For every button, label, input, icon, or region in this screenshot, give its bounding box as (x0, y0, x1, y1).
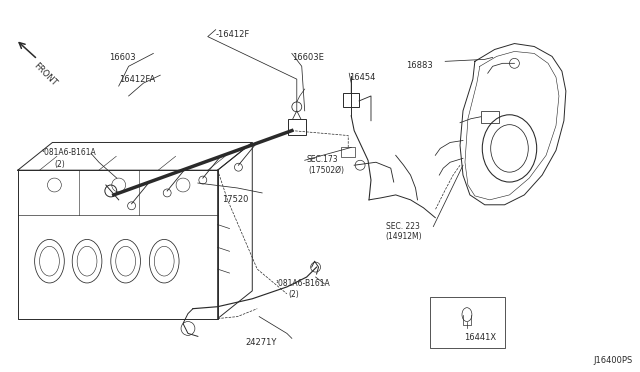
Text: SEC.173: SEC.173 (307, 155, 339, 164)
Text: 16454: 16454 (349, 73, 376, 82)
Text: J16400PS: J16400PS (593, 356, 633, 365)
Text: 16412FA: 16412FA (118, 75, 155, 84)
Text: 24271Y: 24271Y (245, 339, 276, 347)
Bar (288, 119, 306, 135)
Bar (481, 111, 499, 123)
Bar (430, 297, 504, 348)
Text: ¹081A6-B161A: ¹081A6-B161A (275, 279, 330, 288)
Text: ¹081A6-B161A: ¹081A6-B161A (42, 148, 96, 157)
Text: 16603E: 16603E (292, 54, 324, 62)
Text: (2): (2) (288, 290, 299, 299)
Bar (341, 147, 355, 157)
Text: (2): (2) (54, 160, 65, 169)
Text: 16883: 16883 (406, 61, 433, 70)
Text: FRONT: FRONT (31, 61, 58, 88)
Text: -16412F: -16412F (216, 30, 250, 39)
Text: (17502Ø): (17502Ø) (308, 166, 345, 175)
Text: 16603: 16603 (109, 54, 136, 62)
Text: (14912M): (14912M) (386, 232, 422, 241)
Text: 17520: 17520 (223, 195, 249, 204)
Bar (343, 93, 359, 107)
Text: SEC. 223: SEC. 223 (386, 222, 420, 231)
Text: 16441X: 16441X (464, 333, 496, 342)
